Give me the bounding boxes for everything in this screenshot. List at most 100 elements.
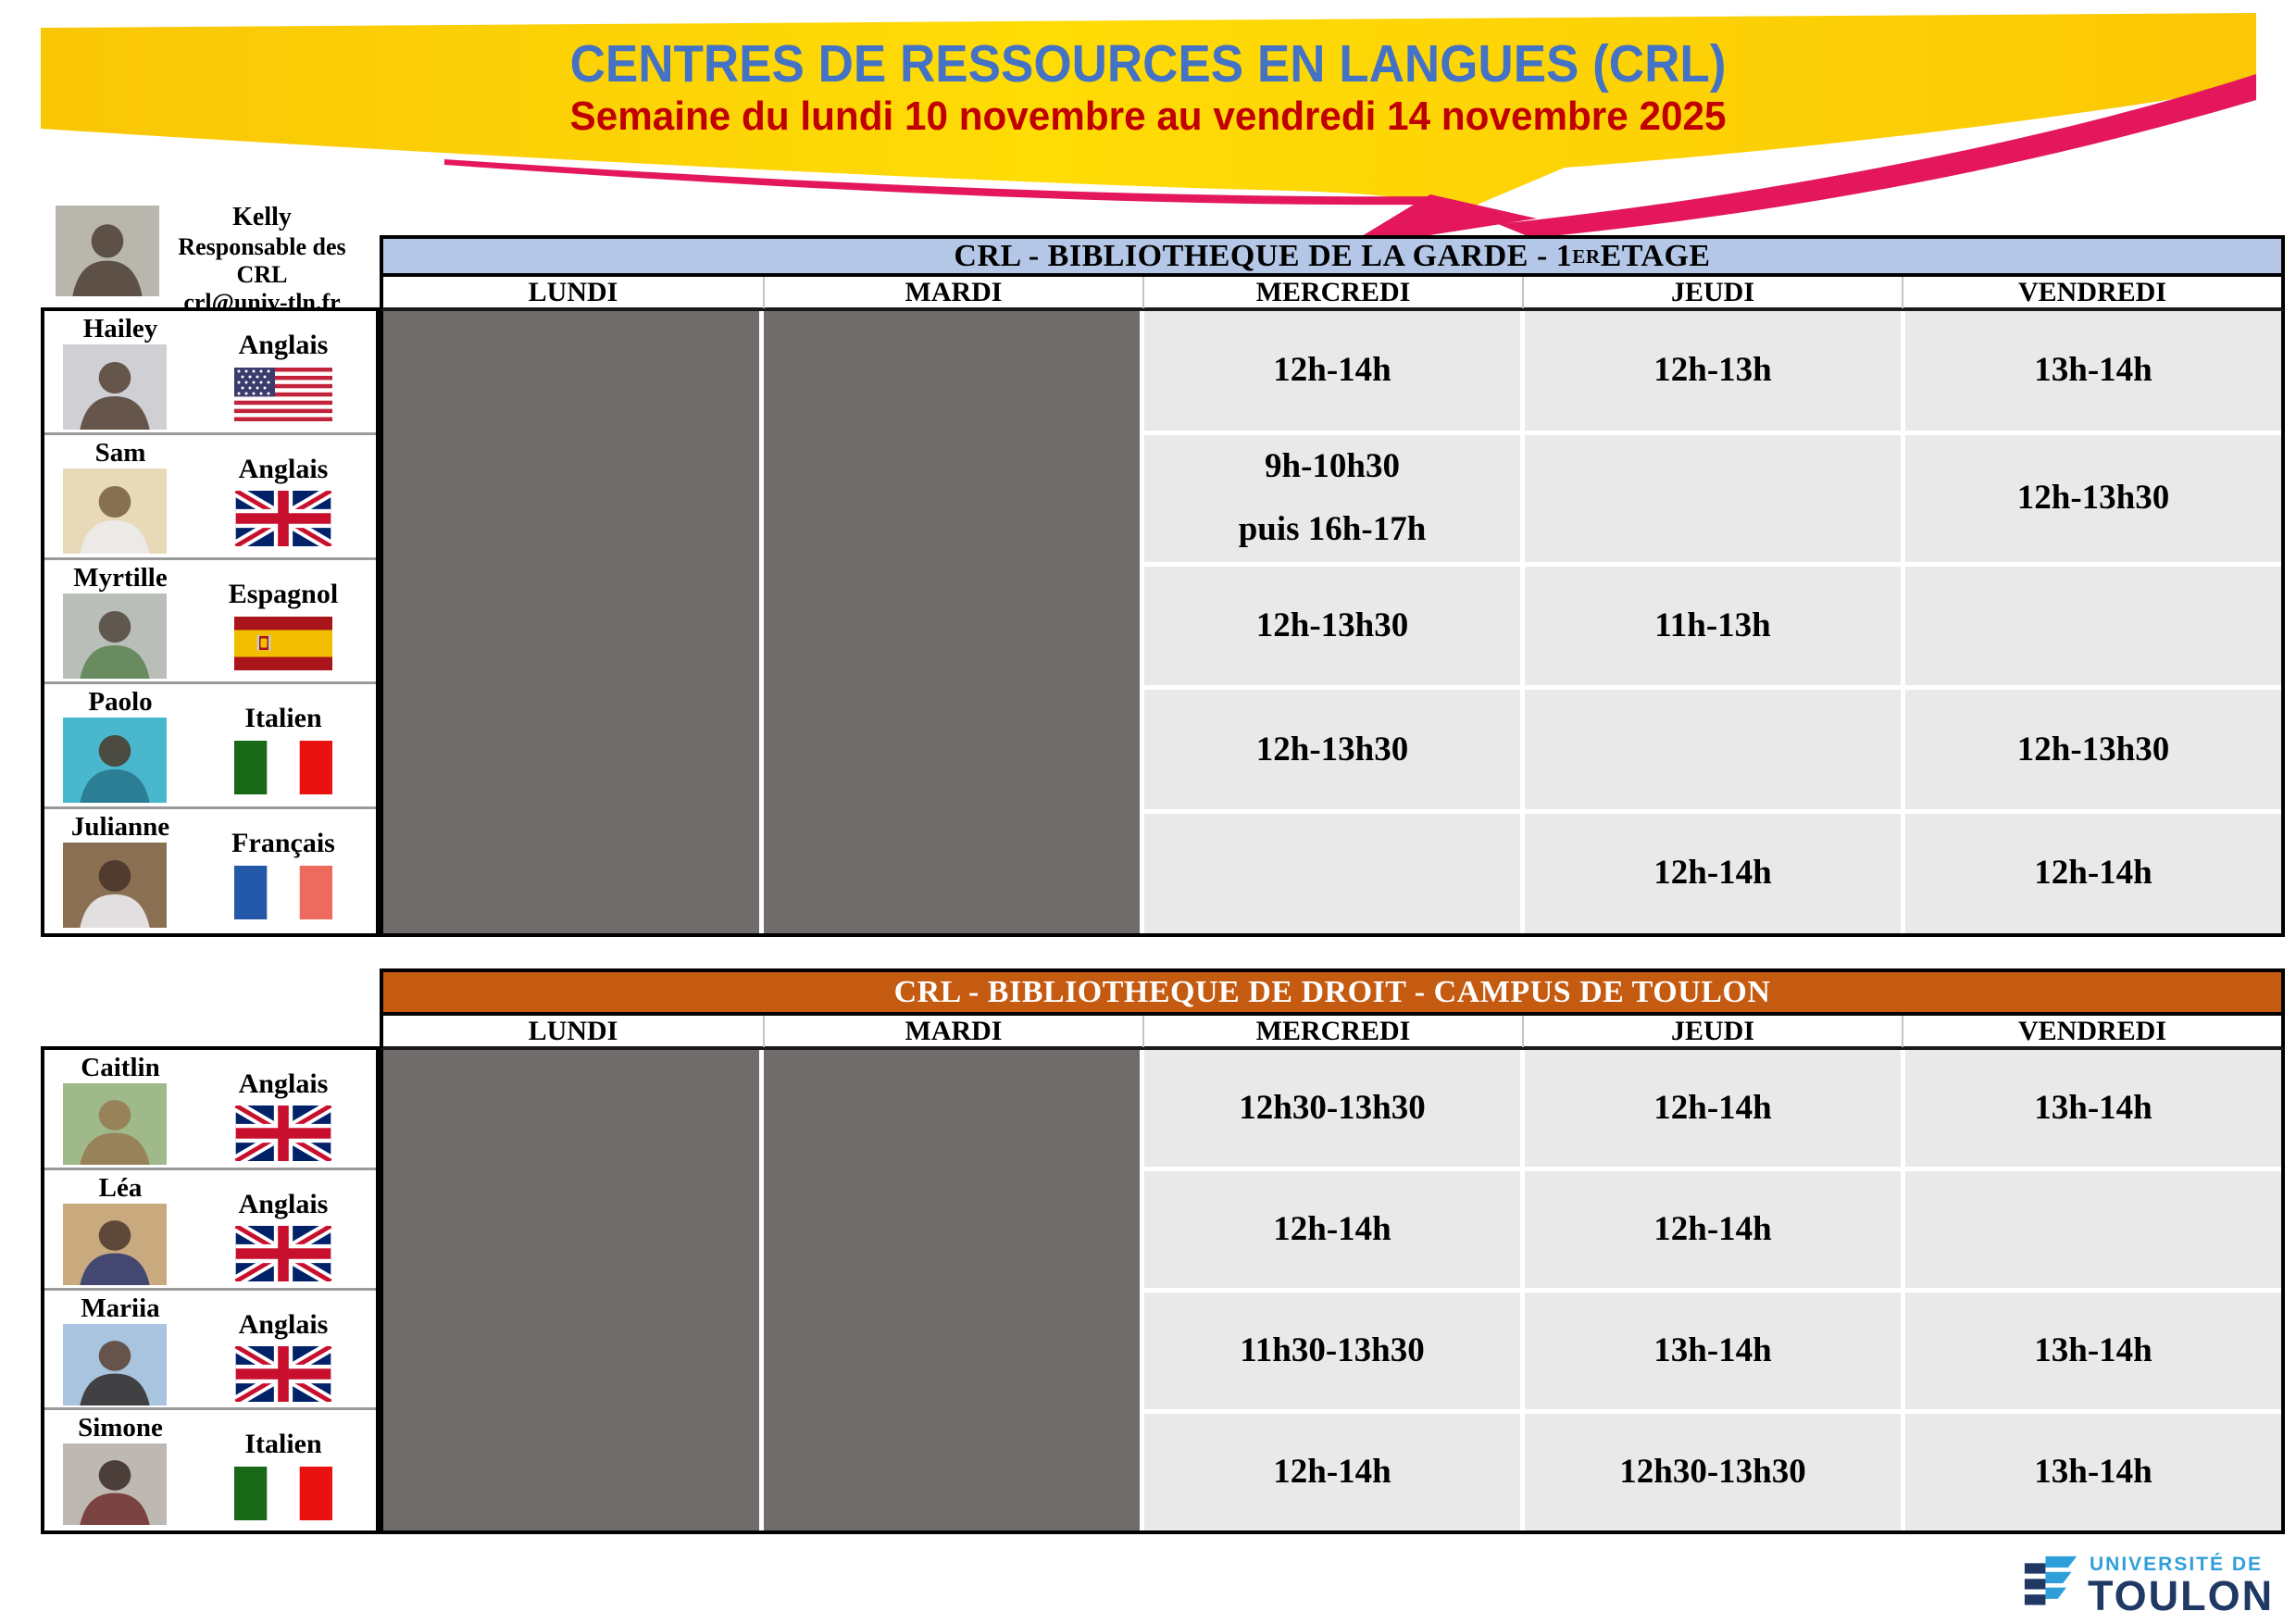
tutor-name: Julianne	[70, 811, 170, 842]
coordinator-info: Kelly Responsable des CRL crl@univ-tln.f…	[156, 202, 368, 317]
tutor-row-simone: Simone Italien	[44, 1410, 376, 1530]
tutor-name: Myrtille	[73, 562, 168, 593]
coordinator-name: Kelly	[232, 203, 292, 231]
day-vendredi: VENDREDI	[1902, 277, 2281, 308]
tutor-row-paolo: Paolo Italien	[44, 684, 376, 809]
tutor-language: Anglais	[238, 1068, 329, 1099]
tutor-language: Anglais	[238, 454, 329, 485]
tutor-language: Italien	[244, 1429, 322, 1460]
table2-tutor-panel: Caitlin Anglais Léa Anglais	[41, 1046, 380, 1534]
tutor-name: Léa	[98, 1172, 143, 1203]
closed-column-mardi	[764, 1050, 1140, 1530]
tutor-language: Anglais	[238, 1308, 329, 1340]
university-name-line2: TOULON	[2088, 1572, 2275, 1619]
slot-myrtille-mercredi: 12h-13h30	[1144, 566, 1520, 686]
tutor-name: Caitlin	[81, 1053, 160, 1082]
table2-day-header: LUNDI MARDI MERCREDI JEUDI VENDREDI	[380, 1016, 2285, 1050]
ribbon-pink-band	[1498, 74, 2256, 238]
slot-caitlin-vendredi: 13h-14h	[1905, 1050, 2281, 1167]
day-vendredi: VENDREDI	[1902, 1016, 2281, 1047]
photo-myrtille	[63, 593, 167, 679]
slot-simone-jeudi: 12h30-13h30	[1525, 1414, 1901, 1530]
flag-spain-icon	[234, 616, 332, 671]
day-jeudi: JEUDI	[1522, 277, 1902, 308]
tutor-name: Paolo	[88, 687, 153, 718]
slot-sam-vendredi: 12h-13h30	[1905, 434, 2281, 562]
ribbon-pink-sweep	[444, 159, 1433, 206]
slot-julianne-mercredi	[1144, 814, 1520, 933]
tutor-row-sam: Sam Anglais	[44, 435, 376, 560]
page-title: CENTRES DE RESSOURCES EN LANGUES (CRL)	[569, 34, 1727, 94]
slot-julianne-jeudi: 12h-14h	[1525, 814, 1901, 933]
slot-caitlin-mercredi: 12h30-13h30	[1144, 1050, 1520, 1167]
slot-lea-vendredi	[1905, 1171, 2281, 1288]
slot-lea-jeudi: 12h-14h	[1525, 1171, 1901, 1288]
day-mercredi: MERCREDI	[1142, 1016, 1522, 1047]
day-lundi: LUNDI	[528, 1016, 618, 1046]
day-lundi: LUNDI	[528, 277, 618, 307]
slot-myrtille-vendredi	[1905, 566, 2281, 686]
flag-uk-icon	[234, 1225, 332, 1281]
slot-simone-vendredi: 13h-14h	[1905, 1414, 2281, 1530]
slot-sam-jeudi	[1525, 434, 1901, 562]
day-mercredi: MERCREDI	[1142, 277, 1522, 308]
photo-julianne	[63, 842, 167, 928]
slot-hailey-vendredi: 13h-14h	[1905, 311, 2281, 431]
tutor-row-mariia: Mariia Anglais	[44, 1291, 376, 1411]
university-toulon-logo: UNIVERSITÉ DE TOULON	[2023, 1552, 2282, 1619]
tutor-name: Simone	[78, 1413, 163, 1443]
slot-caitlin-jeudi: 12h-14h	[1525, 1050, 1901, 1167]
flag-italy-icon	[234, 740, 332, 795]
table1-title: CRL - BIBLIOTHEQUE DE LA GARDE - 1 ER ETA…	[380, 235, 2285, 277]
slot-lea-mercredi: 12h-14h	[1144, 1171, 1520, 1288]
tutor-name: Mariia	[81, 1293, 160, 1323]
coordinator-role: Responsable des CRL	[178, 233, 346, 288]
university-logo-icon	[2024, 1555, 2078, 1605]
flag-uk-icon	[234, 1106, 332, 1161]
flag-us-icon	[234, 367, 332, 422]
slot-mariia-vendredi: 13h-14h	[1905, 1293, 2281, 1409]
slot-mariia-jeudi: 13h-14h	[1525, 1293, 1901, 1409]
tutor-row-julianne: Julianne Français	[44, 809, 376, 933]
slot-hailey-mercredi: 12h-14h	[1144, 311, 1520, 431]
flag-italy-icon	[234, 1466, 332, 1521]
slot-paolo-jeudi	[1525, 690, 1901, 810]
photo-lea	[63, 1203, 167, 1285]
closed-column-lundi	[383, 311, 759, 933]
tutor-language: Italien	[244, 703, 322, 734]
tutor-language: Français	[231, 827, 335, 858]
slot-simone-mercredi: 12h-14h	[1144, 1414, 1520, 1530]
tutor-language: Anglais	[238, 1188, 329, 1219]
table1-title-prefix: CRL - BIBLIOTHEQUE DE LA GARDE - 1	[954, 238, 1573, 273]
table2-schedule-grid: 12h30-13h30 12h-14h 13h-14h 12h-14h 12h-…	[380, 1050, 2285, 1534]
slot-julianne-vendredi: 12h-14h	[1905, 814, 2281, 933]
table1-title-suffix: ETAGE	[1600, 238, 1711, 273]
photo-sam	[63, 468, 167, 555]
tutor-row-hailey: Hailey Anglais	[44, 311, 376, 436]
day-jeudi: JEUDI	[1522, 1016, 1902, 1047]
photo-hailey	[63, 344, 167, 430]
closed-column-mardi	[764, 311, 1140, 933]
tutor-row-caitlin: Caitlin Anglais	[44, 1050, 376, 1170]
slot-sam-mercredi: 9h-10h30 puis 16h-17h	[1144, 434, 1520, 562]
tutor-row-lea: Léa Anglais	[44, 1170, 376, 1291]
day-mardi: MARDI	[763, 1016, 1142, 1047]
banner-yellow-shape	[41, 13, 2256, 214]
slot-paolo-mercredi: 12h-13h30	[1144, 690, 1520, 810]
tutor-language: Anglais	[238, 330, 329, 360]
table1-schedule-grid: 12h-14h 12h-13h 13h-14h 9h-10h30 puis 16…	[380, 311, 2285, 937]
tutor-row-myrtille: Myrtille Espagnol	[44, 560, 376, 685]
table2-title: CRL - BIBLIOTHEQUE DE DROIT - CAMPUS DE …	[380, 968, 2285, 1016]
closed-column-lundi	[383, 1050, 759, 1530]
slot-myrtille-jeudi: 11h-13h	[1525, 566, 1901, 686]
photo-mariia	[63, 1323, 167, 1405]
slot-mariia-mercredi: 11h30-13h30	[1144, 1293, 1520, 1409]
photo-simone	[63, 1443, 167, 1526]
flag-france-icon	[234, 865, 332, 920]
photo-kelly	[56, 206, 159, 296]
tutor-language: Espagnol	[228, 578, 339, 609]
table1-day-header: LUNDI MARDI MERCREDI JEUDI VENDREDI	[380, 277, 2285, 311]
tutor-name: Hailey	[82, 314, 158, 344]
university-name-line1: UNIVERSITÉ DE	[2090, 1554, 2264, 1575]
table1-tutor-panel: Hailey Anglais	[41, 307, 380, 937]
